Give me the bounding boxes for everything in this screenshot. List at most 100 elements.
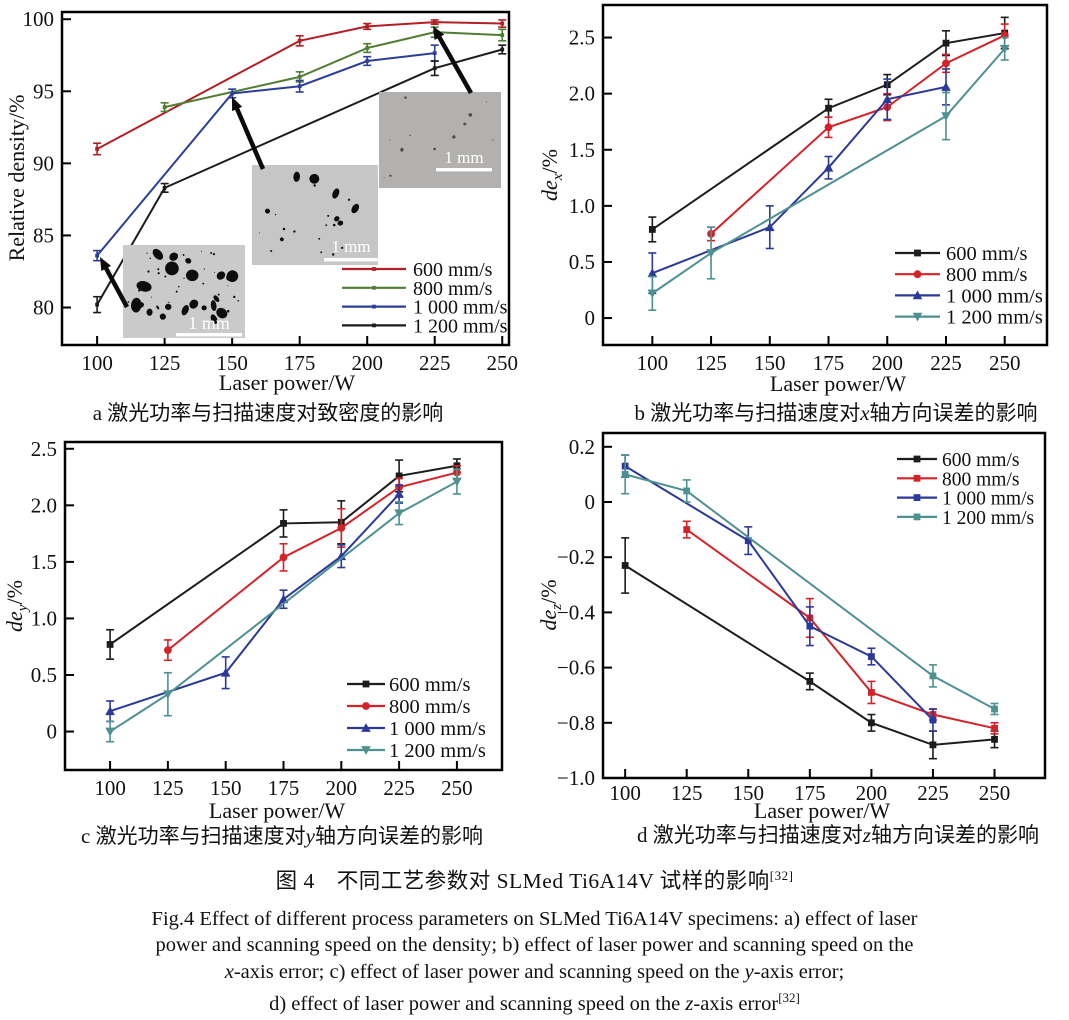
y-tick-label: 100 [23,7,55,31]
annotation-arrow-shaft [101,262,129,309]
marker-circle [824,123,833,132]
y-tick-label: 0.5 [31,663,57,687]
legend-label: 800 mm/s [946,264,1027,286]
marker-tick [372,304,376,309]
micrograph-inset-3: 1 mm [379,92,501,188]
marker-tick [95,147,100,151]
marker-circle [163,646,172,655]
marker-tick [372,323,376,328]
x-tick-label: 225 [917,781,949,805]
y-tick-label: −0.6 [557,656,595,680]
x-tick-label: 125 [695,351,727,375]
panel-a: 100 125 150 175 200 225 250 80 85 90 95 100 Laser po… [4,7,518,425]
marker-triangle-up [764,222,775,232]
x-tick-label: 100 [81,351,113,375]
marker-triangle-up [823,162,834,172]
marker-triangle-down [912,312,923,322]
marker-tick [297,84,302,89]
y-tick-label: −0.4 [557,600,596,624]
marker-triangle-down [105,727,115,737]
y-axis-label: dex/% [537,149,566,201]
axes-box [601,431,1047,780]
x-tick-label: 100 [637,351,669,375]
legend-label: 600 mm/s [942,450,1019,471]
marker-square [806,622,814,630]
x-tick-label: 250 [441,776,473,800]
marker-circle [337,524,346,532]
marker-triangle-up [220,667,231,677]
panel-d: 100 125 150 175 200 225 250 0.2 0 −0.2 −0.4 −0.6 −0.… [536,431,1047,847]
x-tick-label: 100 [94,776,126,800]
panel-d-series-600-mm/s [621,537,999,760]
annotation-arrows [100,26,473,309]
legend-label: 1 000 mm/s [389,718,486,740]
panel-b-caption: b 激光功率与扫描速度对x轴方向误差的影响 [634,401,1037,425]
series-line [167,471,458,651]
marker-circle [279,553,288,562]
marker-square [868,689,875,696]
legend-label: 1 000 mm/s [946,285,1043,307]
scale-bar [176,333,242,337]
scale-bar [436,168,492,172]
panel-a-series-600-mm/s [93,19,507,156]
y-axis-label: dez/% [536,579,565,630]
x-axis-label: Laser power/W [209,798,345,823]
series-line [651,48,1006,295]
marker-square [929,741,937,749]
x-tick-label: 100 [609,781,641,805]
marker-square [913,494,921,501]
marker-triangle-up [647,268,658,278]
scale-bar-label: 1 mm [331,237,370,256]
panel-d-series-1-200-mm/s [621,454,999,716]
series-line [109,480,458,733]
y-tick-label: 2.5 [569,26,595,50]
marker-square [621,562,629,569]
x-tick-label: 225 [383,776,415,800]
x-tick-label: 225 [419,351,451,375]
marker-circle [362,702,370,710]
x-tick-label: 125 [671,781,703,805]
x-tick-label: 175 [794,781,826,805]
legend-label: 800 mm/s [389,696,470,718]
marker-tick [372,285,376,290]
marker-tick [365,59,370,63]
marker-triangle-down [647,289,658,299]
marker-square [621,471,629,478]
annotation-arrow-head [232,97,243,112]
legend-label: 1 200 mm/s [389,740,486,762]
legend-label: 600 mm/s [413,259,493,281]
marker-square [362,680,370,688]
marker-triangle-up [336,551,347,561]
axes-box [60,10,511,347]
y-tick-label: 85 [33,223,54,247]
series-line [624,465,934,721]
marker-tick [230,91,235,96]
y-tick-label: 1.0 [31,606,57,630]
marker-tick [372,267,376,271]
y-tick-label: −1.0 [557,766,595,790]
marker-square [991,735,998,743]
x-tick-label: 175 [813,351,845,375]
axes-box [601,3,1049,347]
marker-tick [162,185,167,190]
marker-tick [432,51,437,55]
marker-circle [942,59,950,68]
series-line [109,493,400,713]
marker-tick [500,33,505,37]
micrograph-inset-2: 1 mm [252,165,378,265]
y-tick-label: 2.0 [31,493,57,517]
x-tick-label: 125 [149,351,181,375]
marker-triangle-down [941,112,951,121]
panel-c-caption: c 激光功率与扫描速度对y轴方向误差的影响 [81,824,483,848]
marker-square [806,678,814,685]
panel-d-caption: d 激光功率与扫描速度对z轴方向误差的影响 [637,823,1039,847]
marker-tick [432,66,437,71]
marker-square [991,705,998,713]
x-tick-label: 125 [152,776,184,800]
marker-triangle-down [999,44,1010,54]
marker-triangle-up [941,82,951,91]
